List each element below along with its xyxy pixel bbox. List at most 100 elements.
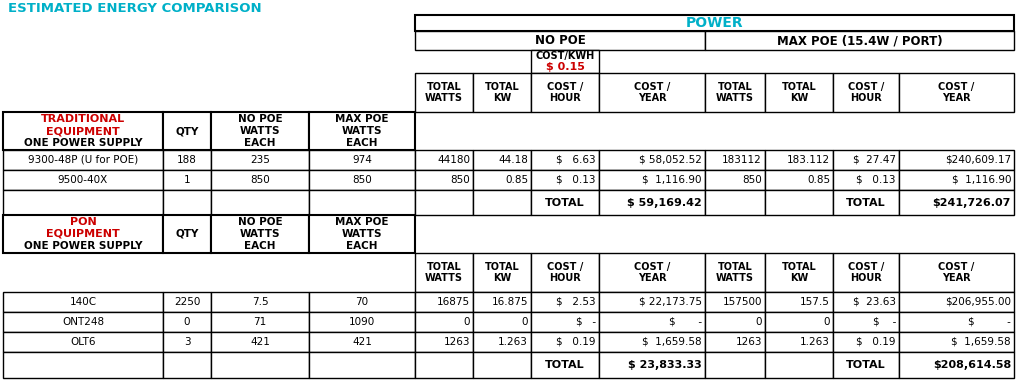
Bar (3, 352, 163, 378)
Bar (163, 352, 211, 378)
Bar (211, 150, 309, 170)
Bar (899, 73, 1014, 112)
Bar (163, 112, 211, 150)
Text: 1263: 1263 (735, 337, 762, 347)
Text: TOTAL
KW: TOTAL KW (484, 82, 519, 103)
Bar (705, 190, 765, 215)
Bar (599, 73, 705, 112)
Bar (415, 352, 473, 378)
Bar (415, 31, 705, 50)
Text: TOTAL
KW: TOTAL KW (781, 262, 816, 283)
Bar (705, 292, 765, 312)
Text: 16875: 16875 (437, 297, 470, 307)
Text: 1090: 1090 (349, 317, 375, 327)
Bar (309, 352, 415, 378)
Bar (899, 352, 1014, 378)
Bar (309, 150, 415, 170)
Text: 44180: 44180 (437, 155, 470, 165)
Text: 0.85: 0.85 (505, 175, 528, 185)
Text: TOTAL: TOTAL (846, 360, 886, 370)
Text: $   0.13: $ 0.13 (556, 175, 596, 185)
Text: 70: 70 (355, 297, 369, 307)
Text: TOTAL
WATTS: TOTAL WATTS (716, 82, 754, 103)
Bar (163, 190, 211, 215)
Text: $  1,116.90: $ 1,116.90 (642, 175, 702, 185)
Bar (899, 312, 1014, 332)
Bar (415, 312, 473, 332)
Bar (415, 253, 473, 292)
Bar (765, 332, 833, 352)
Bar (211, 112, 309, 150)
Text: $    -: $ - (872, 317, 896, 327)
Bar (415, 190, 473, 215)
Bar (833, 352, 899, 378)
Bar (3, 190, 163, 215)
Bar (473, 312, 531, 332)
Text: ONT248: ONT248 (61, 317, 104, 327)
Text: 0: 0 (756, 317, 762, 327)
Text: 0: 0 (183, 317, 190, 327)
Bar (3, 150, 163, 170)
Bar (309, 332, 415, 352)
Text: 2250: 2250 (174, 297, 200, 307)
Text: TRADITIONAL: TRADITIONAL (41, 114, 125, 124)
Bar (899, 170, 1014, 190)
Text: COST /
YEAR: COST / YEAR (634, 262, 670, 283)
Bar (833, 253, 899, 292)
Text: 0: 0 (464, 317, 470, 327)
Text: TOTAL: TOTAL (545, 360, 585, 370)
Bar (833, 73, 899, 112)
Bar (473, 73, 531, 112)
Text: 9300-48P (U for POE): 9300-48P (U for POE) (28, 155, 138, 165)
Text: $  1,659.58: $ 1,659.58 (642, 337, 702, 347)
Text: 3: 3 (183, 337, 190, 347)
Text: $   -: $ - (575, 317, 596, 327)
Bar (531, 292, 599, 312)
Bar (415, 150, 473, 170)
Bar (705, 253, 765, 292)
Bar (211, 215, 309, 253)
Text: 16.875: 16.875 (492, 297, 528, 307)
Text: NO POE
WATTS
EACH: NO POE WATTS EACH (238, 217, 283, 251)
Text: 235: 235 (250, 155, 270, 165)
Bar (211, 190, 309, 215)
Bar (531, 150, 599, 170)
Text: $240,609.17: $240,609.17 (945, 155, 1011, 165)
Text: $   6.63: $ 6.63 (556, 155, 596, 165)
Bar (599, 332, 705, 352)
Text: 71: 71 (253, 317, 266, 327)
Text: MAX POE
WATTS
EACH: MAX POE WATTS EACH (335, 217, 389, 251)
Bar (899, 253, 1014, 292)
Bar (765, 170, 833, 190)
Bar (531, 170, 599, 190)
Text: MAX POE
WATTS
EACH: MAX POE WATTS EACH (335, 114, 389, 147)
Bar (415, 73, 473, 112)
Bar (3, 332, 163, 352)
Bar (765, 253, 833, 292)
Bar (833, 292, 899, 312)
Text: $   2.53: $ 2.53 (556, 297, 596, 307)
Bar (599, 150, 705, 170)
Text: 850: 850 (250, 175, 270, 185)
Bar (599, 190, 705, 215)
Bar (705, 150, 765, 170)
Text: 183.112: 183.112 (786, 155, 830, 165)
Text: $  23.63: $ 23.63 (853, 297, 896, 307)
Text: QTY: QTY (175, 126, 199, 136)
Bar (309, 170, 415, 190)
Bar (599, 352, 705, 378)
Bar (473, 190, 531, 215)
Text: $  1,116.90: $ 1,116.90 (951, 175, 1011, 185)
Bar (833, 170, 899, 190)
Text: 850: 850 (451, 175, 470, 185)
Bar (211, 332, 309, 352)
Text: 183112: 183112 (722, 155, 762, 165)
Text: ESTIMATED ENERGY COMPARISON: ESTIMATED ENERGY COMPARISON (8, 2, 261, 15)
Text: $ 22,173.75: $ 22,173.75 (639, 297, 702, 307)
Bar (531, 352, 599, 378)
Bar (3, 312, 163, 332)
Text: 44.18: 44.18 (498, 155, 528, 165)
Bar (473, 253, 531, 292)
Text: COST /
YEAR: COST / YEAR (938, 82, 975, 103)
Text: COST /
YEAR: COST / YEAR (938, 262, 975, 283)
